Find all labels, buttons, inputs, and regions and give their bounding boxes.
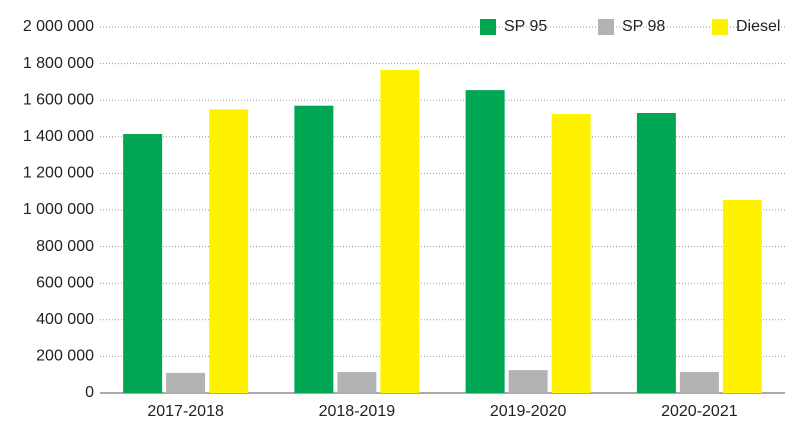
y-tick-label: 1 400 000 <box>23 128 94 145</box>
y-tick-label: 1 600 000 <box>23 91 94 108</box>
y-tick-label: 800 000 <box>36 238 94 255</box>
bar <box>380 70 420 393</box>
legend-swatch <box>598 19 614 35</box>
bar <box>551 113 591 394</box>
bar <box>465 90 505 393</box>
x-tick-label: 2018-2019 <box>319 403 396 420</box>
x-tick-label: 2017-2018 <box>147 403 224 420</box>
y-tick-label: 0 <box>85 384 94 401</box>
legend-label: SP 98 <box>622 18 665 35</box>
x-tick-label: 2020-2021 <box>661 403 738 420</box>
legend-label: SP 95 <box>504 18 547 35</box>
y-tick-label: 1 200 000 <box>23 165 94 182</box>
legend-swatch <box>712 19 728 35</box>
x-tick-label: 2019-2020 <box>490 403 567 420</box>
bar <box>337 371 377 393</box>
y-tick-label: 200 000 <box>36 348 94 365</box>
y-tick-label: 400 000 <box>36 311 94 328</box>
bar <box>209 109 249 393</box>
bar <box>508 370 548 393</box>
bar <box>294 105 334 393</box>
y-tick-label: 2 000 000 <box>23 18 94 35</box>
bar <box>679 371 719 393</box>
y-tick-label: 1 000 000 <box>23 201 94 218</box>
bar <box>722 199 762 393</box>
y-tick-label: 600 000 <box>36 274 94 291</box>
bar <box>636 113 676 393</box>
bar <box>166 372 206 393</box>
bar <box>123 134 163 393</box>
legend-label: Diesel <box>736 18 780 35</box>
legend-swatch <box>480 19 496 35</box>
y-tick-label: 1 800 000 <box>23 55 94 72</box>
